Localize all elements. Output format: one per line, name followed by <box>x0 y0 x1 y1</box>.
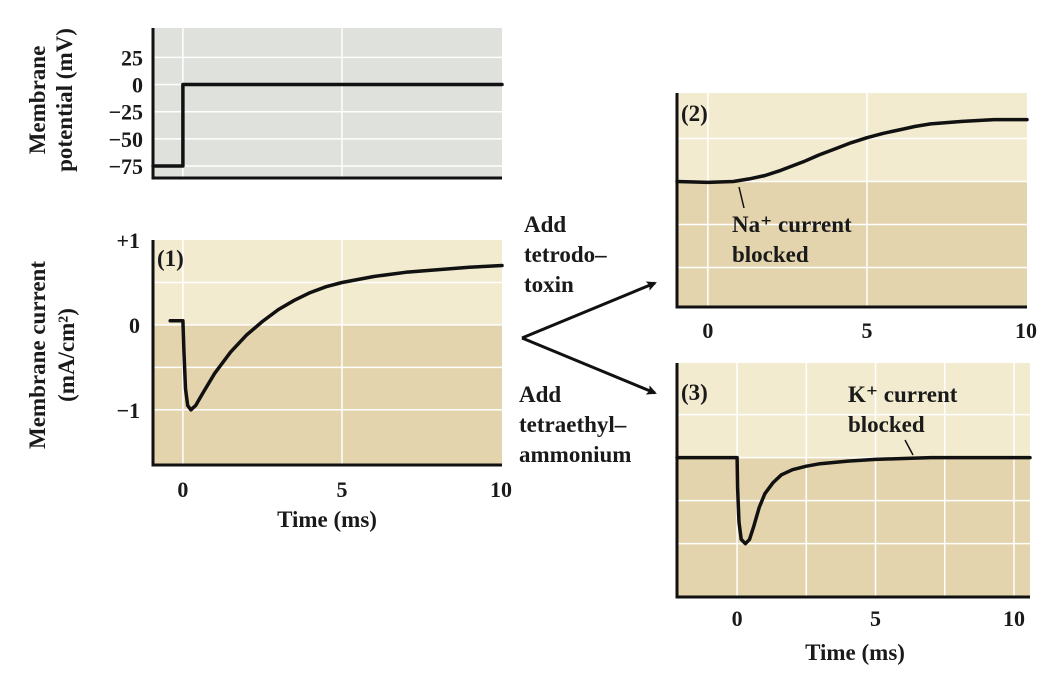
panel-2: 0 5 10 <box>675 93 1037 343</box>
na-annotation-line2: blocked <box>732 242 809 267</box>
panel-0: 25 0−25−50−75 <box>108 28 504 180</box>
ttx-label-line2: tetrodo– <box>524 242 607 267</box>
ttx-label-line3: toxin <box>524 272 574 297</box>
k-leader-line <box>904 439 914 456</box>
current-ylabel-line1: Membrane current <box>25 261 50 449</box>
voltage-ylabel-line1: Membrane <box>25 46 50 155</box>
tea-label-line3: ammonium <box>519 442 631 467</box>
na-annotation-line1: Na⁺ current <box>732 212 852 237</box>
y-tick-label: −25 <box>108 100 143 125</box>
x-tick-label: 0 <box>732 606 743 631</box>
y-tick-label: −50 <box>108 127 143 152</box>
current-ylabel-line2: (mA/cm²) <box>54 308 79 402</box>
positive-region <box>677 363 1030 458</box>
panel-1: 0 5 10 +1 0 −1 <box>116 228 512 502</box>
negative-region <box>677 457 1030 597</box>
negative-region <box>677 181 1027 307</box>
trace-line <box>151 82 504 168</box>
y-tick-label: −1 <box>116 398 140 423</box>
trace-line <box>675 117 1029 185</box>
arrow-down-icon <box>521 336 657 395</box>
x-tick-label: 10 <box>490 477 512 502</box>
na-leader-line <box>738 186 745 209</box>
voltage-ylabel-line2: potential (mV) <box>52 28 77 172</box>
panel3-xlabel: Time (ms) <box>805 640 905 665</box>
x-tick-label: 10 <box>1015 318 1037 343</box>
x-tick-label: 10 <box>1003 606 1025 631</box>
y-tick-label: +1 <box>116 228 140 253</box>
k-annotation-line1: K⁺ current <box>848 382 958 407</box>
k-annotation-line2: blocked <box>848 412 925 437</box>
tea-label-line1: Add <box>519 382 561 407</box>
x-tick-label: 0 <box>177 477 188 502</box>
arrow-up-icon <box>521 281 657 340</box>
x-tick-label: 5 <box>870 606 881 631</box>
panel-3: 0 5 10 <box>675 363 1032 631</box>
panel2-label: (2) <box>681 101 708 126</box>
ttx-label-line1: Add <box>524 212 566 237</box>
x-tick-label: 5 <box>861 318 872 343</box>
x-tick-label: 5 <box>336 477 347 502</box>
y-tick-label: 25 <box>121 45 143 70</box>
negative-region <box>153 324 502 465</box>
panel3-label: (3) <box>681 380 708 405</box>
y-tick-label: 0 <box>129 313 140 338</box>
trace-line <box>675 455 1032 546</box>
positive-region <box>677 93 1027 182</box>
plot-background <box>153 28 502 178</box>
tea-label-line2: tetraethyl– <box>519 412 627 437</box>
trace-line <box>168 263 504 412</box>
y-tick-label: −75 <box>108 154 143 179</box>
y-tick-label: 0 <box>132 73 143 98</box>
panel1-xlabel: Time (ms) <box>277 507 377 532</box>
panel1-label: (1) <box>157 246 184 271</box>
x-tick-label: 0 <box>702 318 713 343</box>
